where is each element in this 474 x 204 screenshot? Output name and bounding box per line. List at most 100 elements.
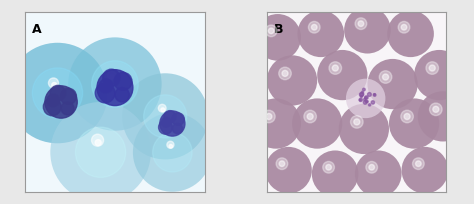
- Circle shape: [366, 101, 368, 103]
- Circle shape: [360, 92, 364, 96]
- Circle shape: [276, 158, 288, 170]
- Circle shape: [108, 71, 116, 79]
- Circle shape: [383, 74, 389, 80]
- Circle shape: [255, 14, 301, 61]
- Circle shape: [429, 103, 442, 116]
- Circle shape: [133, 113, 212, 192]
- Circle shape: [265, 25, 277, 37]
- Circle shape: [344, 7, 391, 53]
- Circle shape: [115, 88, 129, 102]
- Circle shape: [351, 116, 363, 128]
- Text: B: B: [274, 23, 283, 36]
- Circle shape: [153, 133, 192, 172]
- Circle shape: [167, 141, 174, 148]
- Circle shape: [359, 99, 361, 101]
- Circle shape: [363, 101, 367, 104]
- Circle shape: [374, 94, 375, 95]
- Circle shape: [114, 72, 132, 90]
- Circle shape: [265, 147, 312, 194]
- Circle shape: [329, 62, 342, 74]
- Circle shape: [401, 24, 407, 30]
- Circle shape: [266, 113, 272, 120]
- Circle shape: [398, 21, 410, 33]
- Circle shape: [404, 113, 410, 120]
- Circle shape: [91, 61, 138, 107]
- Circle shape: [169, 144, 173, 148]
- Circle shape: [282, 70, 288, 76]
- Circle shape: [267, 55, 317, 106]
- Circle shape: [279, 67, 292, 80]
- Circle shape: [7, 43, 108, 143]
- Circle shape: [365, 101, 367, 103]
- Circle shape: [355, 18, 367, 30]
- Circle shape: [368, 104, 371, 106]
- Circle shape: [97, 70, 133, 106]
- Circle shape: [158, 104, 166, 112]
- Circle shape: [47, 94, 59, 106]
- Circle shape: [312, 151, 358, 197]
- Circle shape: [414, 50, 465, 100]
- Circle shape: [416, 161, 421, 166]
- Circle shape: [263, 110, 275, 123]
- Circle shape: [401, 110, 413, 123]
- Circle shape: [309, 21, 320, 33]
- Circle shape: [50, 85, 65, 101]
- Circle shape: [311, 24, 317, 30]
- Circle shape: [292, 98, 342, 149]
- Circle shape: [355, 151, 401, 197]
- Circle shape: [48, 78, 58, 88]
- Circle shape: [364, 98, 366, 101]
- Circle shape: [43, 98, 61, 116]
- Circle shape: [268, 28, 274, 34]
- Circle shape: [346, 79, 385, 118]
- Circle shape: [389, 98, 439, 149]
- Circle shape: [95, 83, 115, 103]
- Circle shape: [103, 69, 120, 86]
- Circle shape: [61, 102, 74, 115]
- Circle shape: [433, 106, 439, 112]
- Circle shape: [354, 119, 360, 125]
- Circle shape: [323, 161, 335, 173]
- Circle shape: [358, 21, 364, 27]
- Circle shape: [359, 93, 363, 97]
- Circle shape: [68, 37, 162, 131]
- Circle shape: [367, 93, 371, 96]
- Circle shape: [50, 102, 151, 203]
- Circle shape: [91, 134, 104, 146]
- Circle shape: [95, 140, 101, 146]
- Circle shape: [360, 95, 363, 98]
- Circle shape: [52, 82, 57, 88]
- Circle shape: [172, 113, 184, 125]
- Circle shape: [379, 71, 392, 83]
- Circle shape: [366, 161, 377, 173]
- Circle shape: [426, 62, 438, 74]
- Circle shape: [60, 88, 76, 104]
- Circle shape: [361, 91, 364, 93]
- Circle shape: [365, 97, 367, 99]
- Circle shape: [279, 161, 285, 166]
- Circle shape: [369, 164, 374, 170]
- Circle shape: [326, 164, 331, 170]
- Circle shape: [45, 86, 77, 118]
- Circle shape: [365, 96, 368, 99]
- Text: A: A: [32, 23, 42, 36]
- Circle shape: [164, 111, 176, 123]
- Circle shape: [412, 158, 424, 170]
- Circle shape: [371, 101, 374, 104]
- Circle shape: [304, 110, 317, 123]
- Circle shape: [332, 65, 338, 71]
- Circle shape: [363, 88, 365, 91]
- Circle shape: [99, 79, 113, 93]
- Circle shape: [317, 50, 367, 100]
- Circle shape: [251, 98, 301, 149]
- Circle shape: [367, 59, 418, 109]
- Circle shape: [418, 91, 468, 142]
- Circle shape: [75, 127, 126, 177]
- Circle shape: [161, 118, 171, 127]
- Circle shape: [159, 120, 173, 134]
- Circle shape: [110, 75, 114, 79]
- Circle shape: [173, 124, 182, 134]
- Circle shape: [307, 113, 313, 120]
- Circle shape: [387, 10, 434, 57]
- Circle shape: [298, 10, 344, 57]
